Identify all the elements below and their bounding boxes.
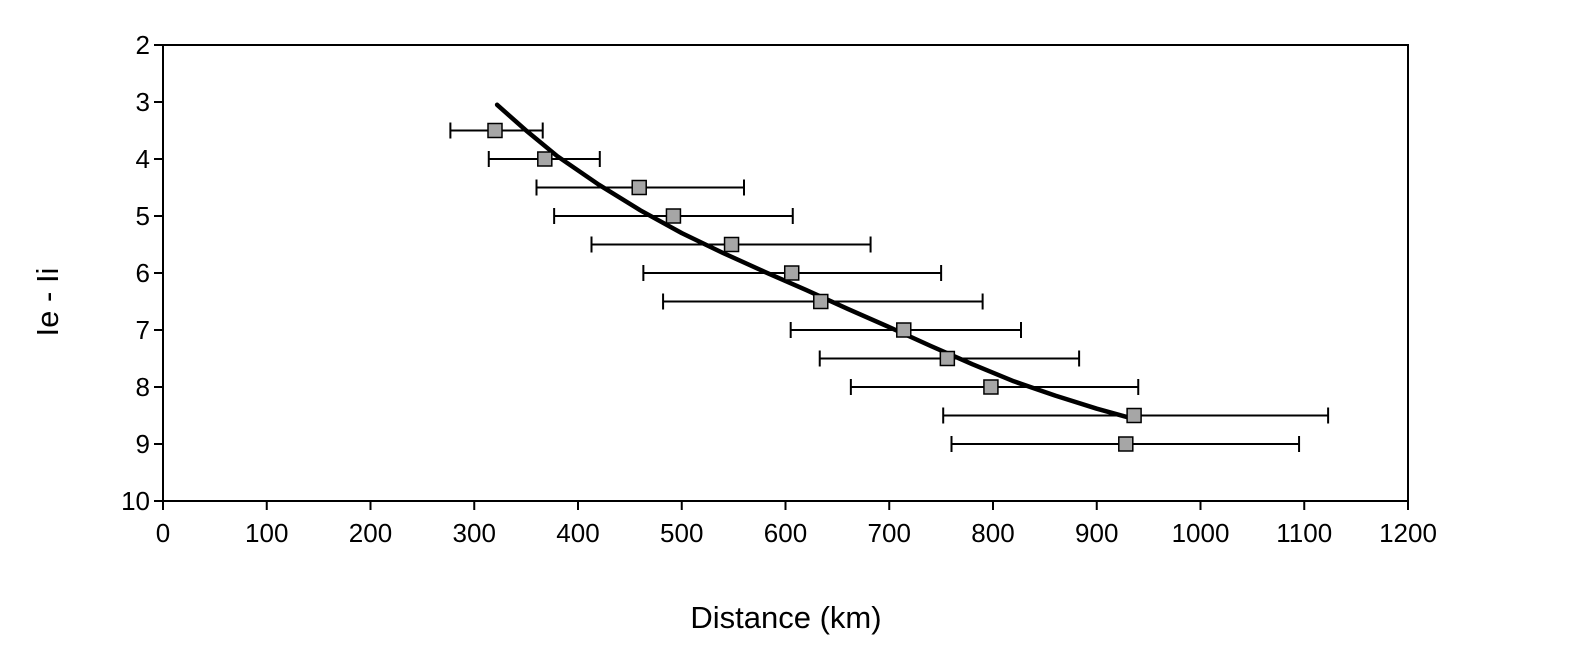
y-tick-label: 8 [136, 372, 150, 402]
x-tick-label: 1100 [1276, 518, 1332, 548]
data-point [813, 293, 829, 310]
y-tick-label: 9 [136, 429, 150, 459]
y-tick-label: 10 [121, 486, 150, 516]
x-tick-label: 500 [660, 518, 703, 548]
data-point [939, 350, 956, 367]
data-point [1118, 436, 1134, 452]
x-tick-label: 800 [971, 518, 1014, 548]
x-tick-label: 0 [156, 518, 170, 548]
data-point [983, 379, 999, 395]
y-tick-label: 5 [136, 201, 150, 231]
x-tick-label: 600 [764, 518, 807, 548]
y-tick-label: 3 [136, 87, 150, 117]
y-tick-label: 4 [136, 144, 150, 174]
x-tick-label: 700 [868, 518, 911, 548]
x-tick-label: 1200 [1379, 518, 1437, 548]
x-tick-label: 1000 [1172, 518, 1230, 548]
data-point [896, 322, 912, 338]
fit-line [494, 102, 1135, 421]
x-tick-label: 300 [453, 518, 496, 548]
y-tick-label: 2 [136, 30, 150, 60]
data-point [487, 122, 503, 139]
data-point [1126, 407, 1142, 424]
y-tick-label: 6 [136, 258, 150, 288]
y-axis-title: Ie - Ii [30, 268, 65, 337]
y-tick-label: 7 [136, 315, 150, 345]
x-axis-title: Distance (km) [690, 600, 881, 635]
x-tick-label: 400 [556, 518, 599, 548]
data-point [783, 265, 800, 281]
x-tick-label: 100 [245, 518, 288, 548]
data-point [723, 236, 740, 253]
x-tick-label: 200 [349, 518, 392, 548]
data-point [631, 179, 647, 196]
data-point [537, 151, 553, 167]
x-tick-label: 900 [1075, 518, 1118, 548]
data-point [665, 208, 682, 224]
